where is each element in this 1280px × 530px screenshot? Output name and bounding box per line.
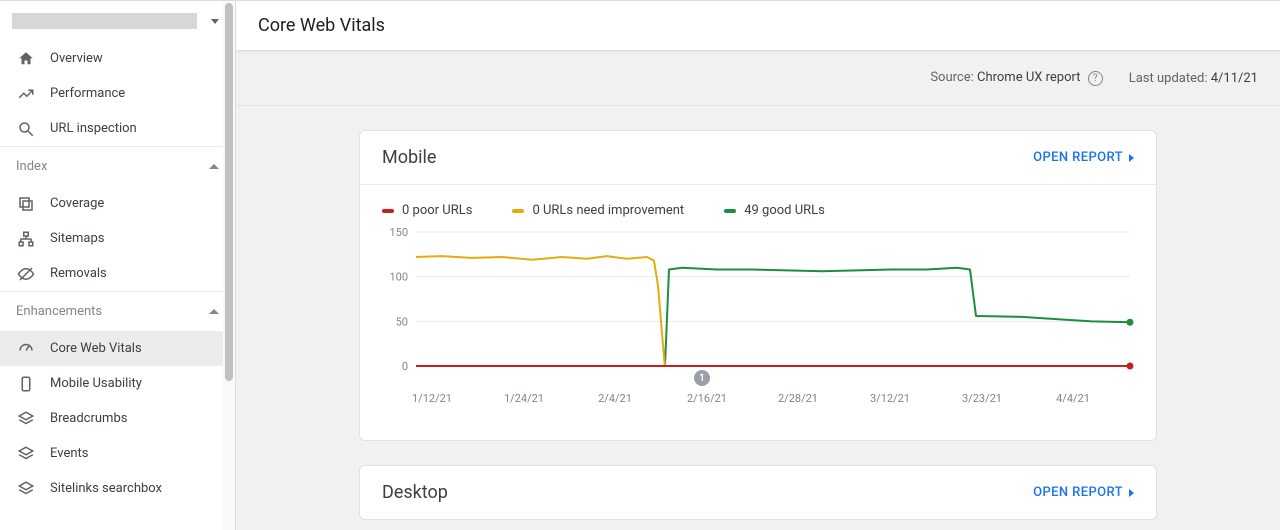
legend-swatch: [724, 209, 736, 213]
sidebar-item-label: Sitelinks searchbox: [50, 481, 162, 496]
last-updated-info: Last updated: 4/11/21: [1129, 71, 1258, 86]
card-header: Desktop OPEN REPORT: [360, 466, 1156, 519]
source-label: Source:: [930, 70, 973, 85]
chevron-down-icon: [211, 19, 219, 24]
sidebar-item-sitelinks-searchbox[interactable]: Sitelinks searchbox: [0, 471, 235, 506]
sidebar-scrollbar-track[interactable]: [223, 1, 235, 530]
card-header: Mobile OPEN REPORT: [360, 131, 1156, 184]
svg-text:1/24/21: 1/24/21: [504, 392, 544, 405]
search-icon: [16, 119, 36, 139]
card-desktop: Desktop OPEN REPORT: [359, 465, 1157, 520]
trending-up-icon: [16, 84, 36, 104]
content-scroll[interactable]: Mobile OPEN REPORT 0 poor URLs 0 URLs nee…: [236, 106, 1280, 530]
chevron-right-icon: [1129, 154, 1134, 162]
svg-text:3/12/21: 3/12/21: [870, 392, 910, 405]
chart-legend: 0 poor URLs 0 URLs need improvement 49 goo…: [360, 185, 1156, 228]
chevron-right-icon: [1129, 489, 1134, 497]
svg-text:4/4/21: 4/4/21: [1056, 392, 1090, 405]
sidebar-item-label: Sitemaps: [50, 231, 105, 246]
svg-text:2/16/21: 2/16/21: [687, 392, 727, 405]
svg-text:1: 1: [699, 373, 705, 384]
legend-label: 0 poor URLs: [402, 203, 472, 218]
help-icon[interactable]: ?: [1088, 71, 1103, 86]
sidebar-item-label: Events: [50, 446, 88, 461]
sidebar-item-mobile-usability[interactable]: Mobile Usability: [0, 366, 235, 401]
sidebar-item-events[interactable]: Events: [0, 436, 235, 471]
page-header: Core Web Vitals: [236, 1, 1280, 51]
sidebar-item-overview[interactable]: Overview: [0, 41, 235, 76]
card-title: Desktop: [382, 482, 448, 503]
sidebar-section-enhancements[interactable]: Enhancements: [0, 291, 235, 331]
layers-icon: [16, 479, 36, 499]
section-title: Index: [16, 159, 47, 174]
sidebar-item-breadcrumbs[interactable]: Breadcrumbs: [0, 401, 235, 436]
sidebar-item-label: Overview: [50, 51, 103, 66]
updated-value: 4/11/21: [1211, 71, 1258, 86]
property-placeholder: [12, 13, 197, 29]
updated-label: Last updated:: [1129, 71, 1208, 86]
eye-off-icon: [16, 264, 36, 284]
sidebar-item-sitemaps[interactable]: Sitemaps: [0, 221, 235, 256]
svg-text:2/28/21: 2/28/21: [778, 392, 818, 405]
legend-label: 49 good URLs: [744, 203, 825, 218]
sidebar-item-label: Mobile Usability: [50, 376, 142, 391]
meta-bar: Source: Chrome UX report ? Last updated:…: [236, 51, 1280, 106]
sidebar-item-label: Coverage: [50, 196, 104, 211]
sidebar-scrollbar-thumb[interactable]: [225, 3, 233, 381]
open-report-label: OPEN REPORT: [1033, 485, 1123, 500]
sidebar-section-index[interactable]: Index: [0, 146, 235, 186]
legend-label: 0 URLs need improvement: [532, 203, 684, 218]
home-icon: [16, 49, 36, 69]
source-value: Chrome UX report: [977, 70, 1081, 85]
open-report-button[interactable]: OPEN REPORT: [1033, 485, 1134, 500]
sidebar-item-removals[interactable]: Removals: [0, 256, 235, 291]
sidebar-item-coverage[interactable]: Coverage: [0, 186, 235, 221]
sidebar-item-performance[interactable]: Performance: [0, 76, 235, 111]
sidebar-item-core-web-vitals[interactable]: Core Web Vitals: [0, 331, 235, 366]
chevron-up-icon: [209, 309, 219, 314]
svg-text:1/12/21: 1/12/21: [412, 392, 452, 405]
legend-item: 0 URLs need improvement: [512, 203, 684, 218]
legend-item: 49 good URLs: [724, 203, 825, 218]
source-info: Source: Chrome UX report ?: [930, 70, 1102, 86]
svg-text:0: 0: [402, 360, 408, 373]
open-report-label: OPEN REPORT: [1033, 150, 1123, 165]
sidebar-item-label: Core Web Vitals: [50, 341, 142, 356]
open-report-button[interactable]: OPEN REPORT: [1033, 150, 1134, 165]
svg-text:2/4/21: 2/4/21: [598, 392, 632, 405]
chart-mobile: 0 50 100 150 1 1/12/21 1/24/21 2/4/21 2/16/21 2/2…: [360, 228, 1156, 440]
main-content: Core Web Vitals Source: Chrome UX report…: [236, 1, 1280, 530]
card-mobile: Mobile OPEN REPORT 0 poor URLs 0 URLs nee…: [359, 130, 1157, 441]
sidebar-item-label: Performance: [50, 86, 125, 101]
svg-text:3/23/21: 3/23/21: [962, 392, 1002, 405]
chevron-up-icon: [209, 164, 219, 169]
sidebar-item-url-inspection[interactable]: URL inspection: [0, 111, 235, 146]
legend-item: 0 poor URLs: [382, 203, 472, 218]
speed-icon: [16, 339, 36, 359]
card-title: Mobile: [382, 147, 436, 168]
mobile-icon: [16, 374, 36, 394]
sidebar-item-label: URL inspection: [50, 121, 137, 136]
property-selector[interactable]: [0, 1, 235, 41]
legend-swatch: [382, 209, 394, 213]
sitemap-icon: [16, 229, 36, 249]
section-title: Enhancements: [16, 304, 102, 319]
page-title: Core Web Vitals: [258, 15, 385, 36]
sidebar-item-label: Removals: [50, 266, 107, 281]
copy-icon: [16, 194, 36, 214]
layers-icon: [16, 444, 36, 464]
svg-text:50: 50: [396, 315, 408, 328]
svg-text:100: 100: [389, 271, 408, 284]
sidebar-item-label: Breadcrumbs: [50, 411, 127, 426]
svg-text:150: 150: [389, 228, 408, 239]
sidebar: Overview Performance URL inspection Inde…: [0, 1, 236, 530]
legend-swatch: [512, 209, 524, 213]
layers-icon: [16, 409, 36, 429]
